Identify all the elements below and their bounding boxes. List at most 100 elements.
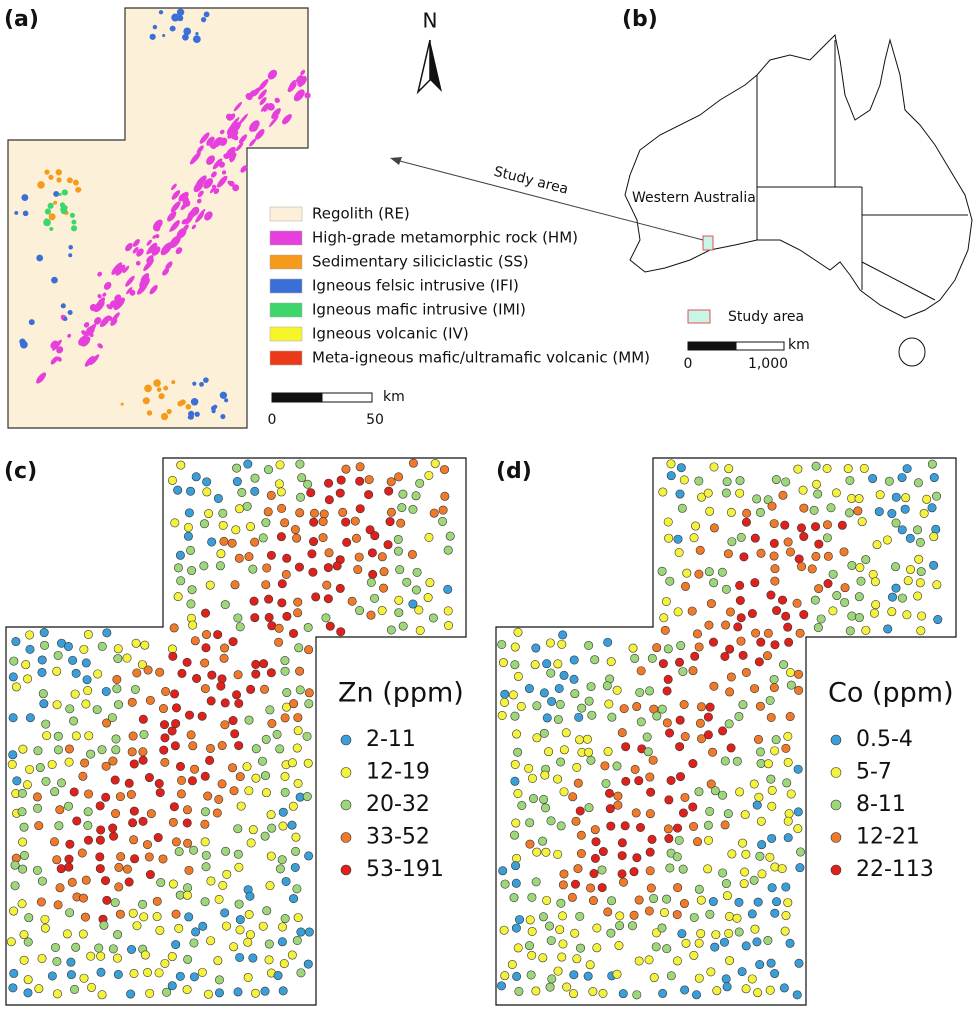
- sample-point: [219, 653, 229, 663]
- sample-point: [9, 656, 19, 666]
- sample-point: [293, 713, 303, 723]
- sample-point: [115, 909, 125, 919]
- legend-marker: [340, 864, 352, 876]
- sample-point: [705, 702, 715, 712]
- sample-point: [325, 621, 335, 631]
- sample-point: [386, 477, 396, 487]
- sample-point: [397, 503, 407, 513]
- sample-point: [675, 715, 685, 725]
- sample-point: [557, 639, 567, 649]
- sample-point: [295, 459, 305, 469]
- sample-point: [861, 625, 871, 635]
- legend-title: Co (ppm): [828, 678, 954, 709]
- sample-point: [753, 897, 763, 907]
- sample-point: [235, 952, 245, 962]
- sample-point: [129, 759, 139, 769]
- sample-point: [738, 700, 748, 710]
- unit-blob: [223, 153, 229, 160]
- sample-point: [538, 953, 548, 963]
- sample-point: [696, 702, 706, 712]
- sample-point: [122, 864, 132, 874]
- sample-point: [618, 877, 628, 887]
- sample-point: [83, 820, 93, 830]
- sample-point: [430, 459, 440, 469]
- sample-point: [587, 710, 597, 720]
- panel-label: (a): [4, 7, 39, 32]
- sample-point: [710, 786, 720, 796]
- sample-point: [160, 733, 170, 743]
- unit-blob: [224, 398, 229, 403]
- sample-point: [182, 890, 192, 900]
- sample-point: [604, 699, 614, 709]
- unit-blob: [76, 187, 82, 192]
- sample-point: [160, 958, 170, 968]
- sample-point: [510, 830, 520, 840]
- scale-label: 0: [268, 412, 277, 428]
- sample-point: [662, 894, 672, 904]
- sample-point: [235, 772, 245, 782]
- sample-point: [738, 838, 748, 848]
- sample-point: [614, 941, 624, 951]
- sample-point: [112, 684, 122, 694]
- sample-point: [718, 726, 728, 736]
- sample-point: [553, 966, 563, 976]
- sample-point: [541, 803, 551, 813]
- sample-point: [763, 651, 773, 661]
- unit-blob: [288, 79, 296, 88]
- sample-point: [527, 926, 537, 936]
- sample-point: [586, 682, 596, 692]
- sample-point: [782, 778, 792, 788]
- sample-point: [497, 710, 507, 720]
- sample-point: [737, 967, 747, 977]
- unit-blob: [160, 412, 169, 421]
- sample-point: [303, 758, 313, 768]
- sample-point: [811, 551, 821, 561]
- sample-point: [155, 667, 165, 677]
- sample-point: [323, 594, 333, 604]
- sample-point: [811, 522, 821, 532]
- unit-blob: [240, 165, 248, 173]
- sample-point: [198, 921, 208, 931]
- sample-point: [127, 747, 137, 757]
- sample-point: [221, 921, 231, 931]
- sample-point: [19, 822, 29, 832]
- sample-point: [64, 854, 74, 864]
- unit-blob: [196, 177, 207, 190]
- sample-point: [32, 865, 42, 875]
- sample-point: [50, 942, 60, 952]
- unit-blob: [165, 261, 173, 270]
- sample-point: [205, 580, 215, 590]
- sample-point: [690, 651, 700, 661]
- sample-point: [672, 910, 682, 920]
- sample-point: [444, 621, 454, 631]
- sample-point: [681, 581, 691, 591]
- unit-blob: [197, 190, 204, 198]
- sample-point: [124, 778, 134, 788]
- sample-point: [200, 807, 210, 817]
- sample-point: [766, 590, 776, 600]
- sample-point: [793, 464, 803, 474]
- unit-blob: [217, 175, 228, 188]
- sample-point: [55, 883, 65, 893]
- unit-blob: [163, 385, 169, 391]
- sample-point: [264, 955, 274, 965]
- sample-point: [35, 763, 45, 773]
- sample-point: [763, 935, 773, 945]
- sample-point: [308, 567, 318, 577]
- sample-point: [304, 699, 314, 709]
- sample-point: [23, 988, 33, 998]
- sample-point: [54, 821, 64, 831]
- sample-point: [204, 509, 214, 519]
- legend-marker: [340, 832, 352, 843]
- sample-point: [666, 971, 676, 981]
- unit-blob: [192, 35, 201, 44]
- sample-point: [64, 862, 74, 872]
- sample-point: [183, 883, 193, 893]
- sample-point: [508, 690, 518, 700]
- sample-point: [694, 884, 704, 894]
- sample-point: [355, 476, 365, 486]
- sample-point: [65, 908, 75, 918]
- sample-point: [781, 743, 791, 753]
- sample-point: [185, 710, 195, 720]
- sample-point: [513, 627, 523, 637]
